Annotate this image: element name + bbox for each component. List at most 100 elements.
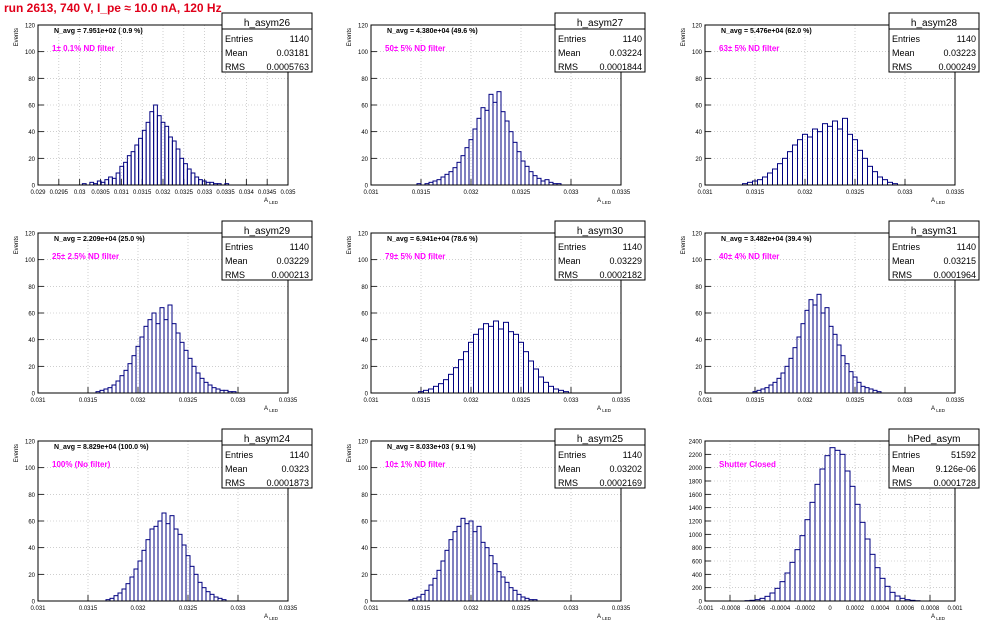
plot-frame — [37, 24, 289, 186]
x-tick-label: 0.0315 — [133, 190, 152, 196]
histogram-bin — [512, 141, 518, 186]
histogram-bin — [145, 539, 151, 602]
histogram-bin — [125, 583, 131, 602]
histogram-panel-hPed_asym: 0 200 400 600 800 1000 1200 1400 1600 1800 2000 220… — [689, 428, 980, 621]
histogram-bin — [882, 179, 888, 186]
stats-value: 1140 — [957, 242, 976, 252]
stats-label: Mean — [225, 464, 248, 474]
histogram-bin — [104, 179, 110, 186]
stats-label: RMS — [225, 62, 245, 72]
histogram-bin — [147, 319, 153, 394]
histogram-bin — [476, 525, 482, 602]
histogram-bin — [473, 333, 479, 394]
y-tick-label: 40 — [28, 546, 35, 552]
histogram-bin — [520, 596, 526, 602]
histogram-bin — [516, 151, 522, 186]
y-tick-label: 20 — [695, 365, 702, 371]
histogram-bin — [524, 165, 530, 186]
x-tick-label: 0.0325 — [179, 398, 198, 404]
histogram-bin — [762, 176, 768, 186]
y-tick-label: 40 — [695, 130, 702, 136]
plot-frame — [704, 232, 956, 394]
histogram-bin — [528, 171, 534, 186]
plot-frame — [704, 24, 956, 186]
histogram-bin — [827, 125, 833, 186]
y-tick-label: 2400 — [689, 440, 703, 446]
y-axis-label: Events — [14, 444, 20, 462]
x-tick-label: 0.032 — [463, 190, 479, 196]
x-tick-label: 0.0325 — [175, 190, 194, 196]
y-axis-label: Events — [347, 444, 353, 462]
stats-value: 0.0323 — [281, 464, 309, 474]
stats-box — [554, 220, 646, 281]
histogram-bin — [776, 377, 782, 394]
histogram-bin — [436, 179, 442, 186]
histogram-bin — [500, 111, 506, 186]
filter-label: 40± 4% ND filter — [719, 252, 779, 261]
y-axis-label: Events — [14, 28, 20, 46]
histogram-bin — [856, 381, 862, 394]
navg-label: N_avg = 3.482e+04 (39.4 %) — [721, 236, 812, 243]
histogram-bin — [478, 328, 484, 394]
histogram-bin — [205, 591, 211, 602]
histogram-bin — [857, 149, 863, 186]
plot-frame — [370, 24, 622, 186]
y-axis-label: Events — [681, 236, 687, 254]
x-tick-label: 0.033 — [897, 398, 913, 404]
histogram-bin — [832, 120, 838, 186]
histogram-bin — [211, 387, 217, 394]
histogram-bin — [175, 148, 181, 186]
y-tick-label: 120 — [25, 440, 36, 446]
histogram-bin — [190, 172, 196, 186]
filter-label: 10± 1% ND filter — [385, 460, 445, 469]
histogram-bin — [532, 175, 538, 186]
histogram-bin — [804, 309, 810, 394]
histogram-bin — [164, 125, 170, 186]
y-tick-label: 120 — [358, 440, 369, 446]
histogram-bin — [767, 172, 773, 186]
histogram-bin — [163, 319, 169, 394]
y-axis-label: Events — [347, 28, 353, 46]
x-axis-label: A LED — [931, 614, 946, 621]
stats-value: 1140 — [957, 34, 976, 44]
histogram-bin — [201, 587, 207, 602]
stats-label: Mean — [892, 48, 915, 58]
histogram-bin — [443, 379, 449, 394]
histogram-bin — [213, 596, 219, 602]
histogram-bin — [476, 117, 482, 186]
stats-label: Mean — [225, 48, 248, 58]
histogram-bin — [757, 179, 763, 186]
histogram-bin — [157, 520, 163, 602]
histogram-bin — [119, 165, 125, 186]
y-tick-label: 1800 — [689, 480, 703, 486]
histogram-bin — [819, 468, 826, 602]
histogram-bin — [796, 336, 802, 394]
stats-value: 1140 — [623, 34, 642, 44]
stats-label: Mean — [892, 464, 915, 474]
y-tick-label: 40 — [361, 130, 368, 136]
stats-label: Entries — [892, 34, 921, 44]
y-tick-label: 20 — [361, 573, 368, 579]
histogram-bin — [484, 109, 490, 186]
histogram-bin — [420, 593, 426, 602]
histogram-bin — [849, 485, 856, 602]
histogram-bin — [456, 161, 462, 186]
x-tick-label: 0.0335 — [946, 398, 965, 404]
y-tick-label: 20 — [695, 157, 702, 163]
histogram-bin — [528, 360, 534, 394]
histogram-bin — [842, 117, 848, 186]
y-tick-label: 20 — [361, 365, 368, 371]
histogram-bin — [453, 367, 459, 394]
histogram-bin — [860, 385, 866, 394]
histogram-bin — [173, 528, 179, 602]
stats-value: 1140 — [623, 450, 642, 460]
stats-value: 0.03215 — [943, 256, 976, 266]
stats-value: 1140 — [290, 242, 309, 252]
histogram-name: h_asym27 — [577, 18, 624, 29]
x-tick-label: 0.029 — [30, 190, 46, 196]
histogram-bin — [416, 596, 422, 602]
filter-label: 100% (No filter) — [52, 460, 111, 469]
y-tick-label: 20 — [28, 365, 35, 371]
histogram-bin — [119, 375, 125, 394]
histogram-bin — [480, 541, 486, 602]
